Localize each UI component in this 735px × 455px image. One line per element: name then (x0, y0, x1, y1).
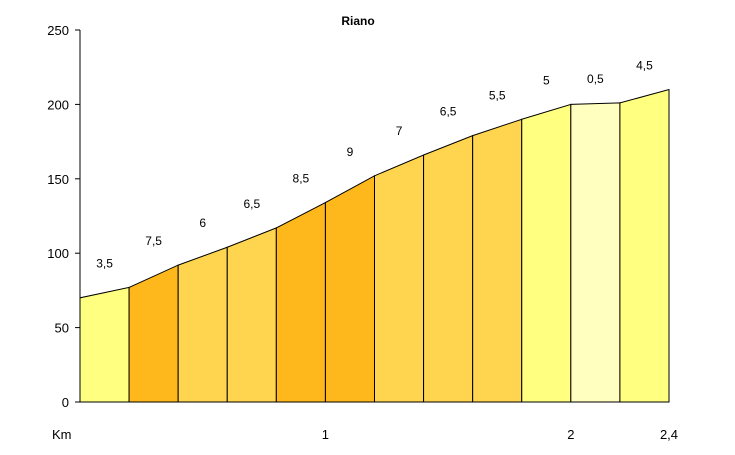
profile-segment-6 (324, 174, 375, 403)
x-tick-label: 2 (567, 427, 574, 442)
profile-segment-5 (275, 201, 326, 403)
profile-segment-4 (226, 227, 277, 403)
profile-segment-7 (374, 154, 425, 403)
profile-segment-3 (177, 246, 228, 403)
gradient-label-10: 5 (543, 73, 550, 87)
gradient-label-8: 6,5 (440, 105, 457, 119)
profile-segment-8 (423, 134, 474, 403)
gradient-label-12: 4,5 (636, 59, 653, 73)
gradient-label-5: 8,5 (293, 172, 310, 186)
y-tick-label: 200 (47, 97, 69, 112)
x-tick-label: 1 (322, 427, 329, 442)
y-axis-ticks: 0 50 100 150 200 250 (47, 23, 80, 410)
profile-segments (79, 88, 670, 403)
gradient-label-7: 7 (396, 124, 403, 138)
profile-segment-11 (570, 102, 621, 403)
profile-segment-1 (79, 286, 130, 403)
y-tick-label: 0 (62, 395, 69, 410)
profile-segment-2 (128, 264, 179, 403)
gradient-label-4: 6,5 (243, 197, 260, 211)
gradient-label-9: 5,5 (489, 88, 506, 102)
gradient-label-11: 0,5 (587, 72, 604, 86)
x-tick-label: 2,4 (660, 427, 678, 442)
profile-segment-9 (472, 118, 523, 403)
chart-title: Riano (341, 14, 374, 28)
y-tick-label: 150 (47, 172, 69, 187)
gradient-label-2: 7,5 (145, 234, 162, 248)
gradient-label-3: 6 (199, 216, 206, 230)
profile-segment-10 (521, 103, 572, 403)
y-tick-label: 50 (55, 321, 69, 336)
profile-segment-12 (619, 88, 670, 403)
x-axis-unit-label: Km (52, 427, 72, 442)
gradient-label-6: 9 (347, 145, 354, 159)
x-axis-ticks: Km 1 2 2,4 (52, 427, 678, 442)
gradient-label-1: 3,5 (96, 256, 113, 270)
gradient-labels: 3,5 7,5 6 6,5 8,5 9 7 6,5 5,5 5 0,5 4,5 (96, 59, 653, 271)
y-tick-label: 250 (47, 23, 69, 38)
y-tick-label: 100 (47, 246, 69, 261)
